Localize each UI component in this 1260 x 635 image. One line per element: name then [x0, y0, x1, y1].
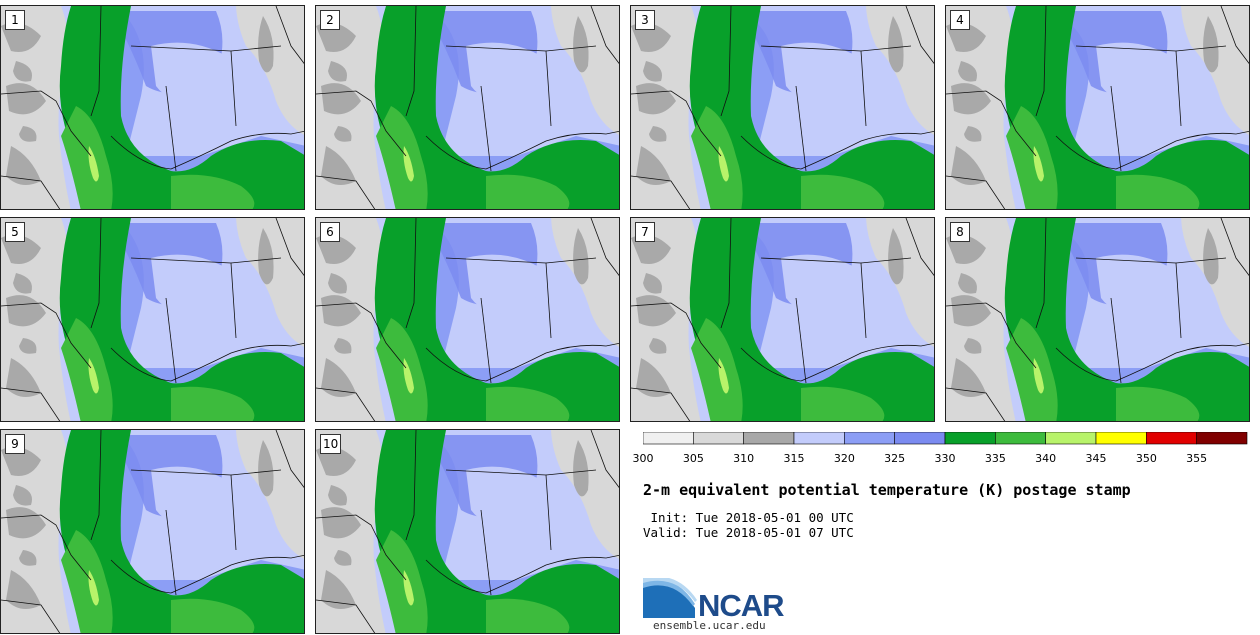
colorbar-tick-label: 350: [1135, 452, 1157, 465]
ensemble-member-map: [316, 218, 619, 421]
map-panel: 9: [0, 429, 305, 634]
colorbar-swatch: [793, 432, 845, 445]
map-panel: 5: [0, 217, 305, 422]
colorbar-tick-label: 320: [833, 452, 855, 465]
map-panel: 10: [315, 429, 620, 634]
colorbar-swatch: [1045, 432, 1097, 445]
member-number-badge: 7: [635, 222, 655, 242]
member-number-badge: 8: [950, 222, 970, 242]
ensemble-member-map: [1, 430, 304, 633]
map-panel: 8: [945, 217, 1250, 422]
member-number-badge: 2: [320, 10, 340, 30]
logo-url: ensemble.ucar.edu: [653, 619, 766, 632]
colorbar-tick-label: 310: [733, 452, 755, 465]
colorbar-swatch: [643, 432, 694, 445]
colorbar-tick-label: 335: [984, 452, 1006, 465]
map-panel: 3: [630, 5, 935, 210]
member-number-badge: 1: [5, 10, 25, 30]
map-panel: 6: [315, 217, 620, 422]
colorbar-swatch: [944, 432, 996, 445]
init-time: Init: Tue 2018-05-01 00 UTC: [643, 510, 854, 525]
plot-title: 2-m equivalent potential temperature (K)…: [643, 481, 1131, 499]
colorbar-tick-label: 340: [1035, 452, 1057, 465]
colorbar-tick-label: 330: [934, 452, 956, 465]
colorbar-swatch: [894, 432, 946, 445]
ensemble-member-map: [1, 6, 304, 209]
member-number-badge: 9: [5, 434, 25, 454]
colorbar-swatch: [844, 432, 895, 445]
ensemble-member-map: [631, 6, 934, 209]
colorbar-swatch: [995, 432, 1046, 445]
valid-time: Valid: Tue 2018-05-01 07 UTC: [643, 525, 854, 540]
ensemble-member-map: [316, 6, 619, 209]
colorbar-swatch: [1095, 432, 1147, 445]
member-number-badge: 10: [320, 434, 342, 454]
ncar-logo-icon: [643, 578, 697, 618]
colorbar-tick-label: 355: [1186, 452, 1208, 465]
member-number-badge: 4: [950, 10, 970, 30]
ensemble-member-map: [316, 430, 619, 633]
map-panel: 2: [315, 5, 620, 210]
colorbar-swatch: [1196, 432, 1248, 445]
colorbar-tick-label: 305: [682, 452, 704, 465]
colorbar-swatch: [1146, 432, 1197, 445]
ensemble-member-map: [946, 6, 1249, 209]
ensemble-member-map: [631, 218, 934, 421]
ensemble-member-map: [946, 218, 1249, 421]
colorbar: [643, 432, 1248, 445]
colorbar-tick-label: 325: [884, 452, 906, 465]
map-panel: 4: [945, 5, 1250, 210]
member-number-badge: 3: [635, 10, 655, 30]
ensemble-member-map: [1, 218, 304, 421]
member-number-badge: 5: [5, 222, 25, 242]
colorbar-tick-label: 300: [632, 452, 654, 465]
colorbar-tick-label: 345: [1085, 452, 1107, 465]
map-panel: 1: [0, 5, 305, 210]
logo-text: NCAR: [698, 588, 785, 623]
colorbar-swatch: [693, 432, 744, 445]
colorbar-tick-label: 315: [783, 452, 805, 465]
map-panel: 7: [630, 217, 935, 422]
colorbar-swatch: [743, 432, 795, 445]
member-number-badge: 6: [320, 222, 340, 242]
